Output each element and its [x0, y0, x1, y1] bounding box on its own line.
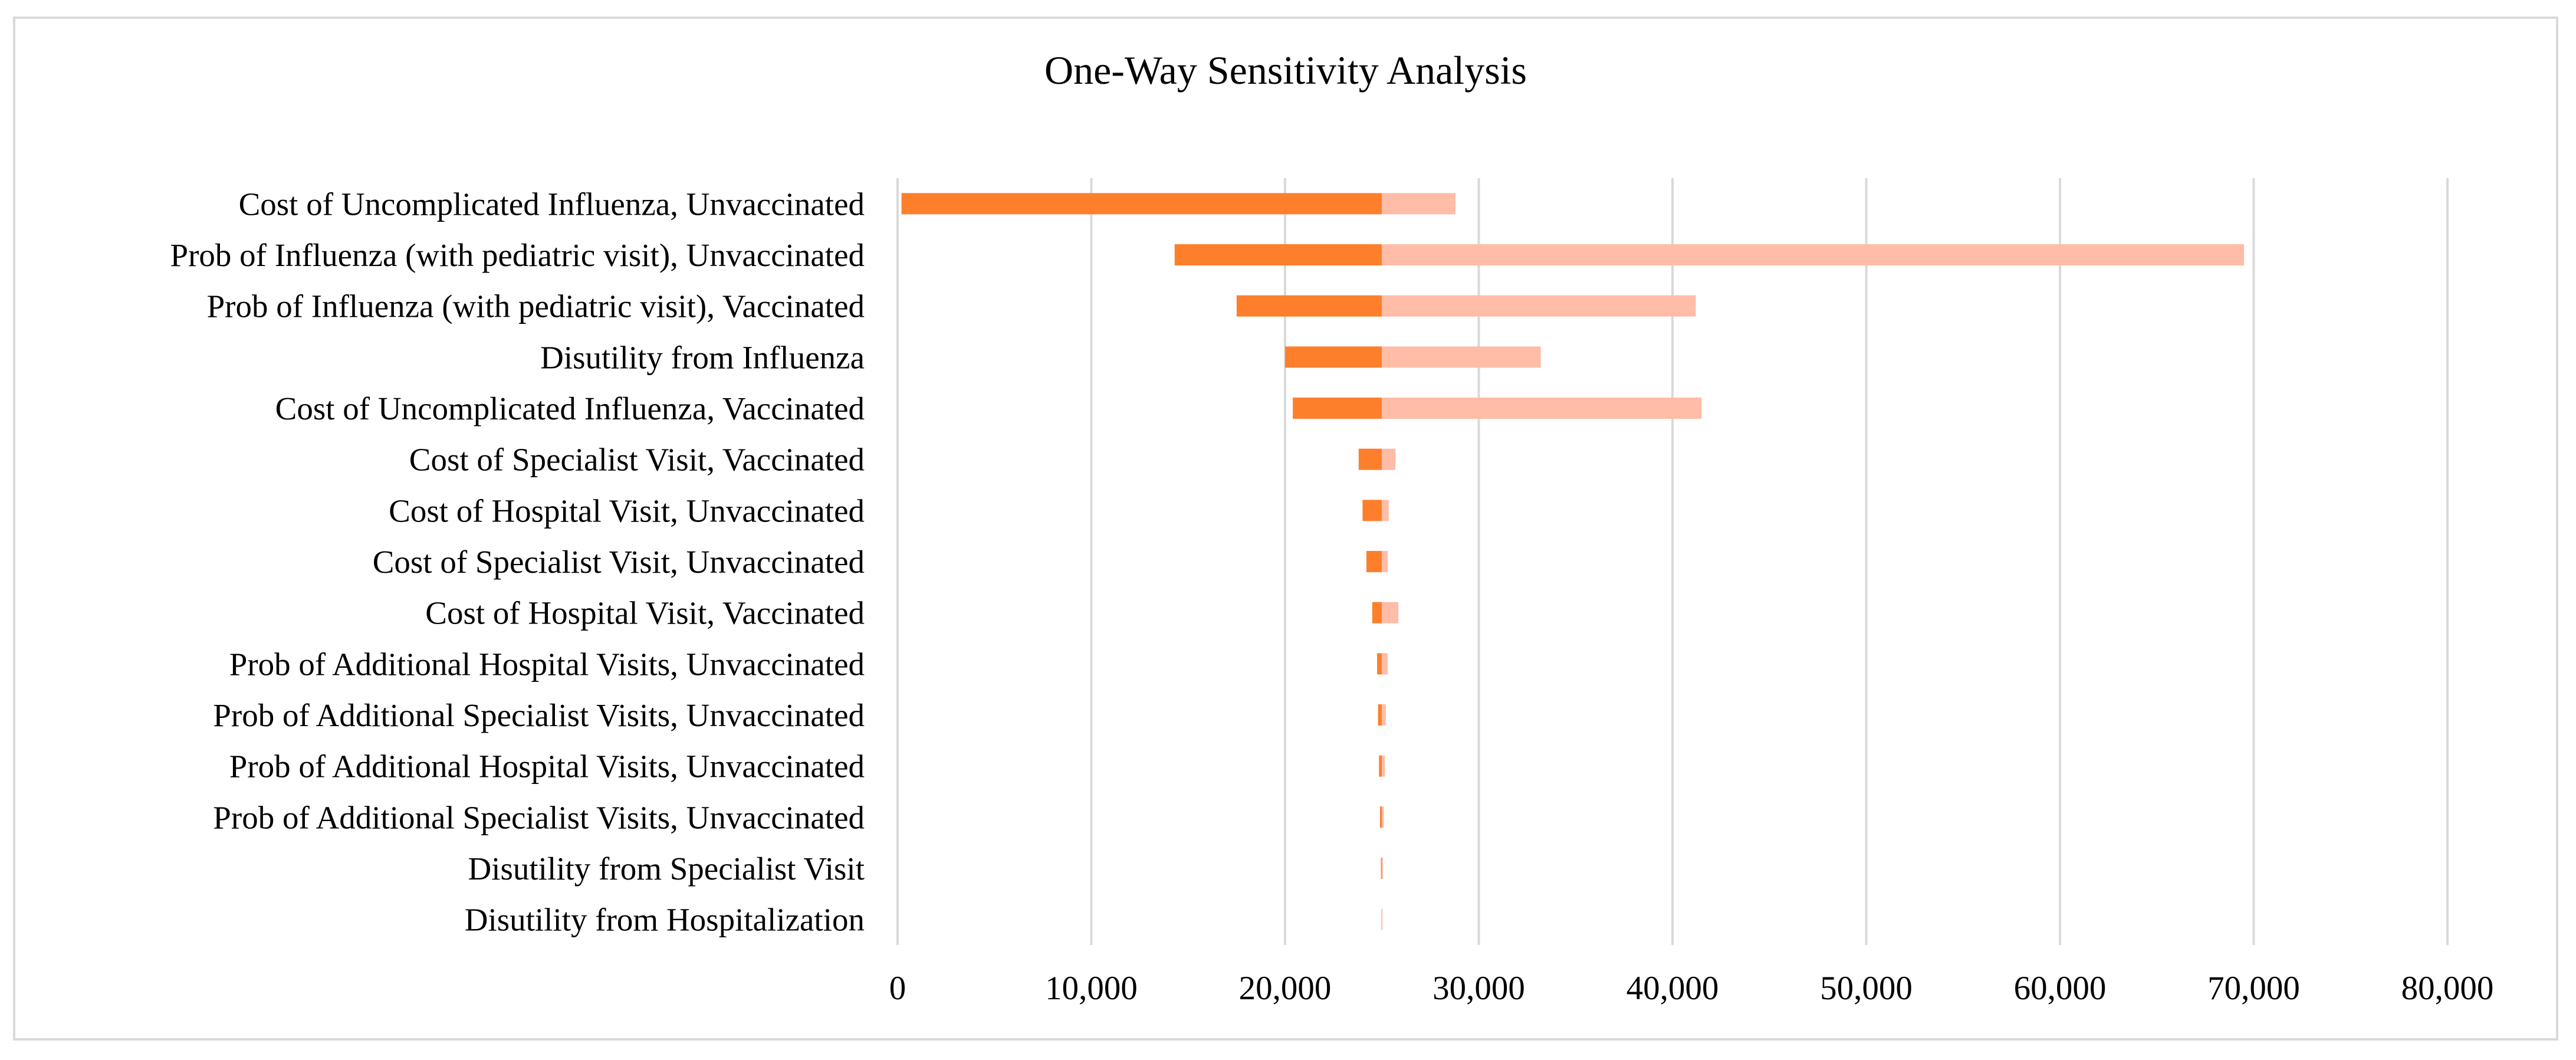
category-label: Prob of Influenza (with pediatric visit)…	[207, 288, 865, 324]
bar-low	[901, 193, 1382, 215]
bar-low	[1377, 653, 1382, 675]
bar-low	[1285, 346, 1382, 368]
category-labels: Cost of Uncomplicated Influenza, Unvacci…	[170, 186, 865, 937]
bar-low	[1379, 806, 1382, 828]
category-label: Prob of Additional Hospital Visits, Unva…	[229, 646, 865, 682]
bar-high	[1382, 500, 1389, 521]
category-label: Cost of Uncomplicated Influenza, Vaccina…	[275, 390, 865, 426]
bars	[901, 193, 2245, 930]
bar-low	[1358, 448, 1382, 470]
bar-low	[1362, 500, 1382, 521]
category-label: Cost of Specialist Visit, Vaccinated	[409, 442, 865, 478]
chart-title: One-Way Sensitivity Analysis	[1044, 48, 1527, 93]
x-tick-label: 20,000	[1239, 970, 1332, 1007]
category-label: Disutility from Hospitalization	[465, 902, 865, 938]
x-tick-label: 10,000	[1045, 970, 1138, 1007]
bar-low	[1372, 602, 1382, 623]
bar-high	[1382, 806, 1384, 828]
category-label: Cost of Specialist Visit, Unvaccinated	[373, 544, 865, 580]
x-axis-tick-labels: 0 10,000 20,000 30,000 40,000 50,000 60,000 70,…	[889, 970, 2494, 1007]
gridlines	[896, 178, 2449, 945]
bar-low	[1236, 295, 1382, 317]
x-tick-label: 70,000	[2207, 970, 2300, 1007]
tornado-chart: One-Way Sensitivity Analysis Cost of Unc…	[170, 48, 2494, 1007]
x-tick-label: 50,000	[1820, 970, 1913, 1007]
bar-high	[1382, 448, 1396, 470]
bar-high	[1382, 551, 1388, 572]
category-label: Prob of Additional Specialist Visits, Un…	[213, 697, 865, 733]
bar-low	[1293, 398, 1382, 419]
category-label: Disutility from Specialist Visit	[468, 851, 865, 887]
category-label: Cost of Hospital Visit, Unvaccinated	[389, 493, 865, 529]
category-label: Cost of Hospital Visit, Vaccinated	[425, 595, 865, 631]
bar-high	[1382, 602, 1399, 623]
category-label: Cost of Uncomplicated Influenza, Unvacci…	[239, 186, 865, 222]
bar-high	[1382, 653, 1388, 675]
category-label: Prob of Additional Hospital Visits, Unva…	[229, 749, 865, 785]
bar-low	[1378, 704, 1382, 726]
bar-high	[1382, 295, 1696, 317]
x-tick-label: 0	[889, 970, 906, 1007]
category-label: Disutility from Influenza	[540, 339, 865, 375]
bar-high	[1382, 704, 1386, 726]
x-tick-label: 60,000	[2014, 970, 2107, 1007]
category-label: Prob of Additional Specialist Visits, Un…	[213, 799, 865, 835]
bar-high	[1382, 346, 1541, 368]
bar-low	[1174, 244, 1382, 265]
bar-high	[1382, 398, 1702, 419]
bar-low	[1366, 551, 1382, 572]
chart-frame: One-Way Sensitivity Analysis Cost of Unc…	[13, 17, 2558, 1041]
bar-low	[1381, 858, 1382, 879]
x-tick-label: 30,000	[1432, 970, 1525, 1007]
bar-low	[1379, 755, 1382, 777]
x-tick-label: 80,000	[2401, 970, 2494, 1007]
bar-high	[1382, 755, 1385, 777]
bar-high	[1382, 858, 1383, 879]
x-tick-label: 40,000	[1627, 970, 1719, 1007]
bar-high	[1382, 244, 2245, 265]
bar-high	[1382, 193, 1456, 215]
category-label: Prob of Influenza (with pediatric visit)…	[170, 237, 865, 273]
